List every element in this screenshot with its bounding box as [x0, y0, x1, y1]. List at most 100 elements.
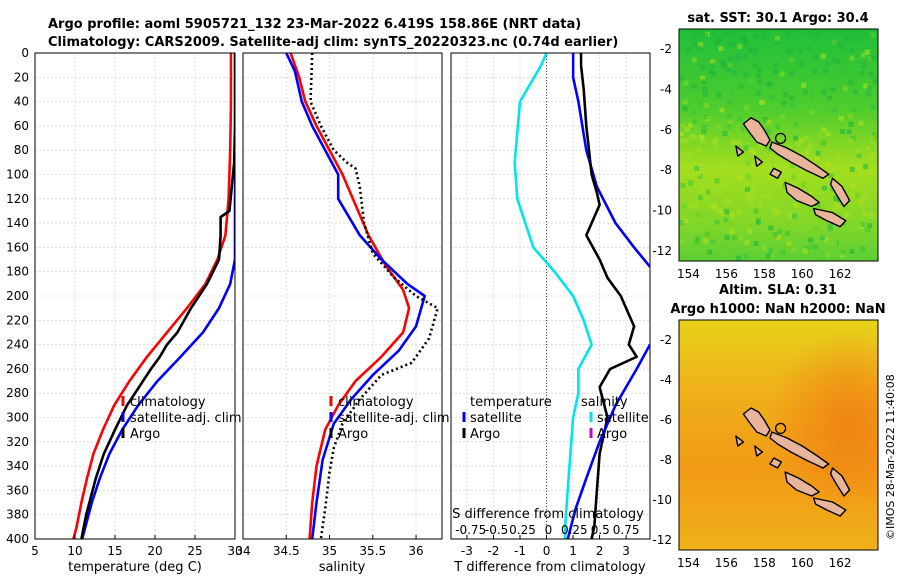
- sst-pixel: [808, 109, 814, 115]
- sst-pixel: [850, 180, 856, 186]
- sst-pixel: [760, 99, 766, 105]
- sst-pixel: [749, 148, 755, 154]
- sst-pixel: [731, 247, 737, 252]
- sst-pixel: [708, 182, 714, 188]
- sst-pixel: [825, 61, 831, 67]
- sst-pixel: [712, 140, 718, 145]
- sst-pixel: [736, 255, 742, 261]
- sst-pixel: [750, 192, 756, 198]
- sst-pixel: [806, 30, 811, 36]
- sst-pixel: [789, 48, 795, 54]
- sst-pixel: [707, 249, 713, 255]
- sst-pixel: [704, 102, 710, 108]
- sla-lon-tick-labels: 154 156 158 160 162: [677, 556, 852, 570]
- temperature-grid: [34, 52, 236, 540]
- sst-pixel: [848, 79, 854, 85]
- sst-coastline: [735, 117, 851, 228]
- legend-argo: Argo: [130, 427, 160, 442]
- sst-pixel: [793, 135, 798, 141]
- sst-pixel: [757, 142, 763, 148]
- sst-pixel: [775, 35, 780, 41]
- sst-pixel: [804, 245, 810, 251]
- sst-pixel: [813, 225, 818, 231]
- sst-pixel: [847, 113, 853, 119]
- sst-pixel: [731, 29, 737, 35]
- sst-pixel: [766, 128, 772, 134]
- sst-pixel: [851, 244, 857, 250]
- sst-pixel: [746, 191, 752, 197]
- sst-pixel: [866, 91, 872, 97]
- sst-pixel: [714, 178, 720, 184]
- island-shape: [784, 471, 820, 497]
- lon-tick-label: 154: [677, 267, 700, 281]
- x-tick-label: -3: [461, 544, 473, 558]
- sla-lat-tick-labels: -2 -4 -6 -8 -10 -12: [652, 333, 672, 547]
- sst-pixel: [777, 210, 782, 216]
- sst-pixel: [699, 135, 705, 141]
- sst-pixel: [767, 248, 773, 254]
- x-tick-label: 10: [67, 544, 82, 558]
- sst-pixel: [870, 140, 876, 146]
- lon-tick-label: 154: [677, 556, 700, 570]
- x-tick-label: -1: [514, 544, 526, 558]
- sst-pixel: [840, 70, 846, 76]
- sst-pixel: [692, 52, 697, 58]
- sst-pixel: [836, 150, 842, 156]
- sst-pixel: [792, 213, 797, 219]
- depth-tick-label: 200: [6, 289, 29, 303]
- sst-pixel: [703, 32, 709, 38]
- sst-pixel: [800, 182, 806, 188]
- legend-climatology: climatology: [130, 395, 206, 410]
- sst-pixel: [720, 162, 726, 168]
- sst-pixel: [761, 245, 767, 251]
- sst-lon-tick-labels: 154 156 158 160 162: [677, 267, 852, 281]
- sst-pixel: [860, 246, 866, 252]
- sst-pixel: [807, 237, 813, 243]
- x-tick-label: 5: [31, 544, 39, 558]
- sst-pixel: [688, 122, 694, 128]
- x-tick-label: 30: [227, 544, 242, 558]
- sst-pixel: [870, 32, 876, 38]
- difference-legend: temperature satellite Argo salinity sate…: [462, 395, 649, 442]
- sst-pixel: [813, 244, 819, 250]
- sst-pixel: [789, 95, 795, 101]
- sst-pixel: [731, 71, 737, 77]
- sst-pixel: [863, 29, 869, 35]
- lat-tick-label: -10: [652, 493, 672, 507]
- sst-pixel: [760, 56, 766, 62]
- sst-pixel: [723, 30, 729, 36]
- island-shape: [735, 145, 745, 157]
- sst-pixel: [781, 100, 787, 106]
- sst-pixel: [680, 183, 686, 189]
- island-shape: [769, 167, 782, 180]
- sst-pixel: [790, 101, 796, 107]
- sst-lat-tick-labels: -2 -4 -6 -8 -10 -12: [652, 42, 672, 258]
- x-tick-label: 35: [322, 544, 337, 558]
- sst-pixel: [773, 232, 778, 238]
- depth-tick-label: 80: [14, 143, 29, 157]
- x-tick-label: 0: [543, 544, 551, 558]
- sst-pixel: [780, 249, 786, 255]
- x-tick-label: -2: [487, 544, 499, 558]
- lat-tick-label: -12: [652, 244, 672, 258]
- x-tick-label: 3: [622, 544, 630, 558]
- sst-pixel: [789, 71, 795, 76]
- sst-pixel: [799, 61, 805, 67]
- lon-tick-label: 158: [753, 556, 776, 570]
- sst-pixel: [849, 47, 855, 53]
- sst-pixel: [693, 203, 699, 209]
- sst-pixel: [801, 82, 807, 88]
- sst-pixel: [768, 33, 774, 39]
- difference-series: [515, 53, 650, 539]
- sst-pixel: [836, 156, 842, 162]
- sst-pixel: [831, 57, 837, 63]
- sst-pixel: [774, 40, 780, 46]
- sst-pixel: [742, 54, 748, 60]
- sst-pixel: [766, 253, 772, 259]
- sst-pixel: [753, 241, 759, 246]
- sst-pixel: [768, 81, 773, 87]
- lon-tick-label: 158: [753, 267, 776, 281]
- sst-pixel: [721, 62, 727, 68]
- depth-tick-label: 140: [6, 216, 29, 230]
- sst-pixel: [773, 69, 779, 74]
